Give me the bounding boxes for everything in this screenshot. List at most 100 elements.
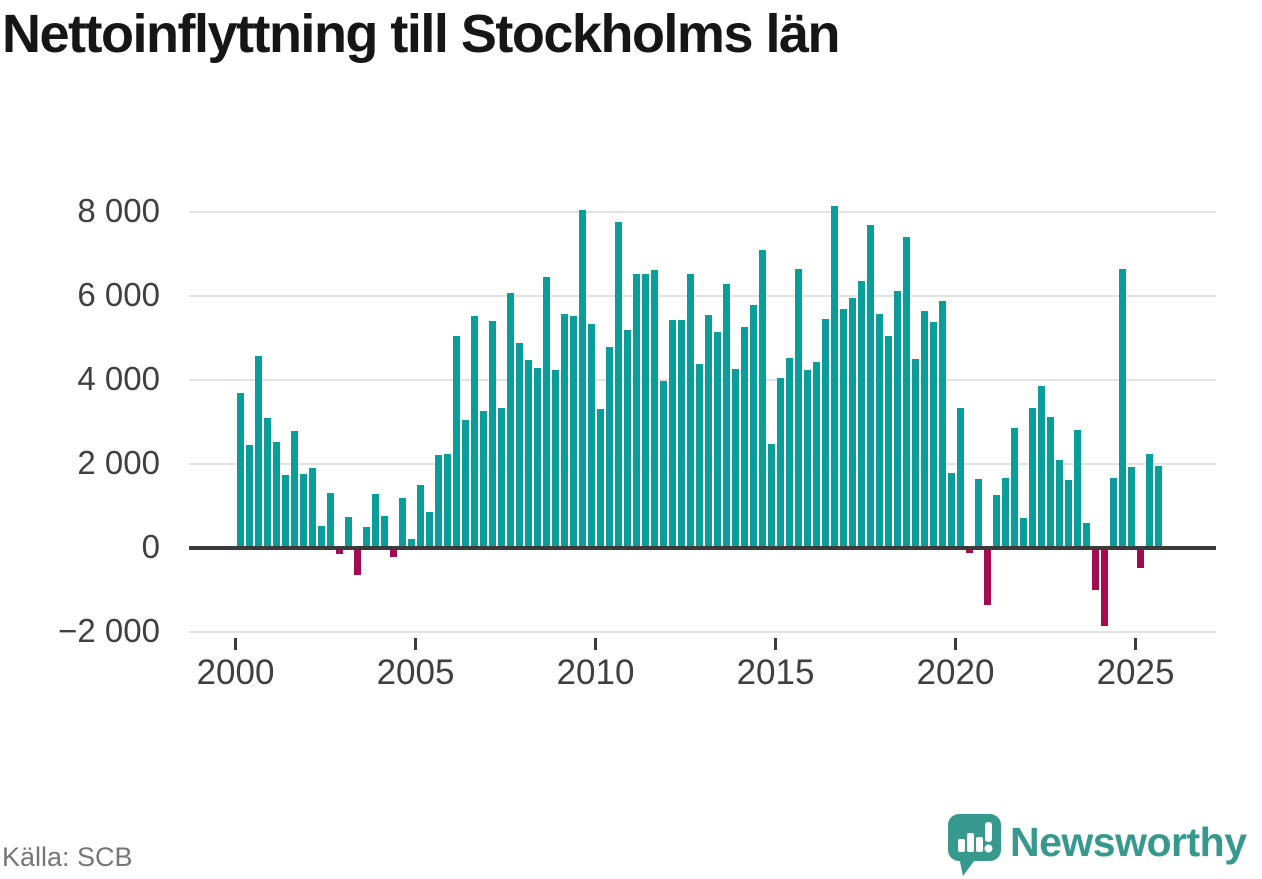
bar [1046,417,1054,548]
bar [641,274,649,548]
bar [533,368,541,548]
bar [830,205,838,548]
bar [1127,466,1135,548]
bar [857,281,865,548]
bar [1073,430,1081,548]
y-axis-tick-label: 2 000 [77,443,160,481]
bar [407,538,415,548]
bar [434,454,442,548]
bar [335,548,343,555]
bar [380,515,388,548]
bar [902,236,910,548]
bar [650,270,658,548]
bar [299,473,307,548]
bar [272,442,280,548]
bar [1118,268,1126,548]
y-axis-tick-label: 0 [141,527,160,565]
x-axis-tick [594,638,597,650]
x-axis-tick-label: 2000 [196,653,275,692]
newsworthy-logo[interactable]: Newsworthy [946,812,1260,876]
x-axis-tick-label: 2005 [376,653,455,692]
bar [983,548,991,606]
bar [956,408,964,548]
bar [326,492,334,548]
bar [497,408,505,548]
bar [659,381,667,548]
bar [515,343,523,548]
bar [1037,386,1045,548]
bar [578,210,586,548]
bar [767,443,775,548]
bar [821,319,829,548]
bar [1100,548,1108,626]
gridline [189,630,1216,633]
bar [596,408,604,548]
x-axis-tick [954,638,957,650]
bar [245,444,253,548]
bar [677,320,685,548]
bar [371,494,379,548]
bar [1028,407,1036,548]
gridline [189,211,1216,214]
bar [812,361,820,548]
gridline [189,378,1216,381]
bar [1091,548,1099,591]
bar [722,284,730,548]
bar [1145,454,1153,548]
bar [713,331,721,548]
bar [1136,548,1144,568]
bar [803,369,811,548]
bar [623,330,631,548]
bar [875,313,883,548]
bar [848,297,856,548]
x-axis-tick-label: 2025 [1096,653,1175,692]
bar [1055,460,1063,548]
bar [551,369,559,548]
bar [992,494,1000,548]
x-axis-tick-label: 2020 [916,653,995,692]
bar [443,453,451,548]
bar [470,316,478,548]
newsworthy-logo-icon [948,814,1001,876]
bar [254,355,262,548]
bar [929,321,937,548]
bar [524,359,532,548]
page-title: Nettoinflyttning till Stockholms län [2,4,841,64]
source-note: Källa: SCB [2,842,133,872]
bar [920,310,928,548]
bar [416,484,424,548]
gridline [189,295,1216,297]
bar [281,475,289,548]
bar [632,273,640,548]
bar [452,335,460,548]
bar [1154,466,1162,548]
bar [785,357,793,548]
bar [938,300,946,548]
bar [974,479,982,548]
y-axis-tick-label: 4 000 [77,359,160,397]
bar [866,224,874,548]
bar [749,304,757,548]
bar [839,309,847,548]
bar [884,336,892,548]
bar [740,327,748,548]
bar [425,511,433,548]
y-axis-tick-label: −2 000 [58,611,160,649]
bar [605,347,613,548]
bar [614,221,622,548]
bar [308,468,316,548]
bar [560,313,568,548]
gridline [189,462,1216,465]
bar [263,418,271,548]
bar [587,323,595,548]
bar [1064,480,1072,548]
x-axis-tick [1134,638,1137,650]
bar [1010,428,1018,548]
bar [317,525,325,548]
bar [668,320,676,548]
bar [794,268,802,548]
bar [965,548,973,554]
bar [686,274,694,548]
